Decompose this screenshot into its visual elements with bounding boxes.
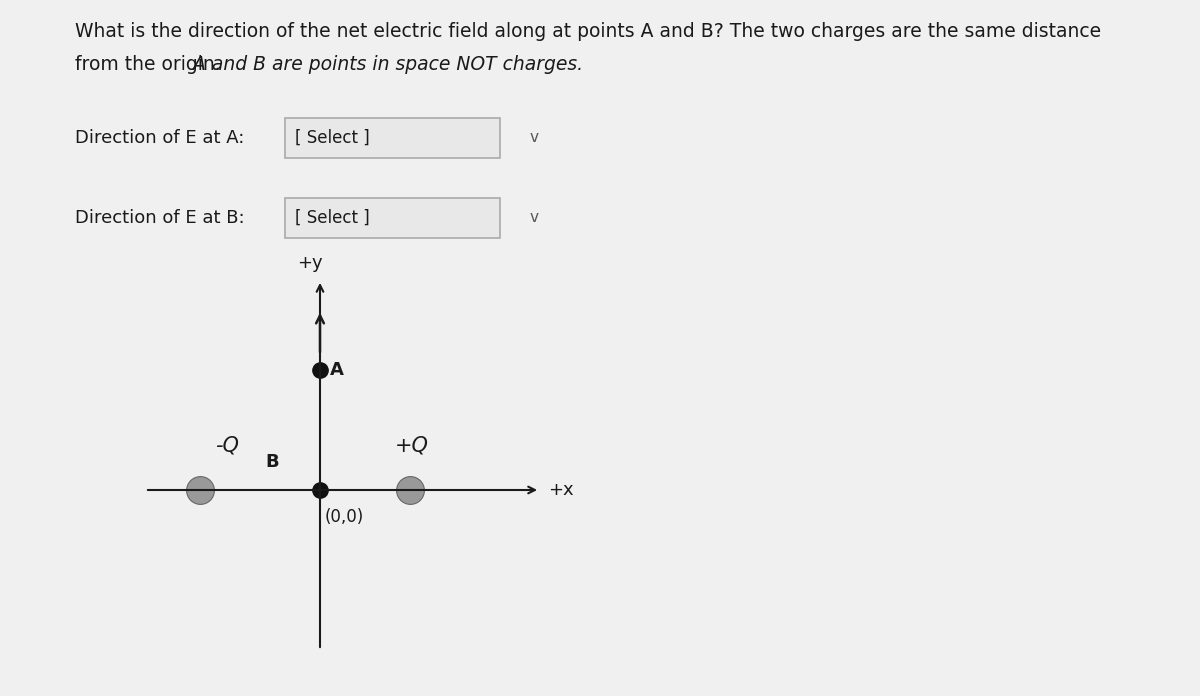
- Text: +Q: +Q: [395, 435, 428, 455]
- Text: A and B are points in space NOT charges.: A and B are points in space NOT charges.: [193, 55, 583, 74]
- Text: -Q: -Q: [215, 435, 239, 455]
- Text: What is the direction of the net electric field along at points A and B? The two: What is the direction of the net electri…: [74, 22, 1102, 41]
- Text: v: v: [530, 210, 539, 226]
- Text: A: A: [330, 361, 344, 379]
- Text: B: B: [265, 453, 278, 471]
- Text: +y: +y: [298, 254, 323, 272]
- Text: v: v: [530, 131, 539, 145]
- FancyBboxPatch shape: [286, 198, 500, 238]
- Text: Direction of E at B:: Direction of E at B:: [74, 209, 245, 227]
- FancyBboxPatch shape: [286, 118, 500, 158]
- Text: (0,0): (0,0): [325, 508, 365, 526]
- Text: [ Select ]: [ Select ]: [295, 129, 370, 147]
- Text: +x: +x: [548, 481, 574, 499]
- Text: Direction of E at A:: Direction of E at A:: [74, 129, 245, 147]
- Text: from the origin.: from the origin.: [74, 55, 233, 74]
- Text: [ Select ]: [ Select ]: [295, 209, 370, 227]
